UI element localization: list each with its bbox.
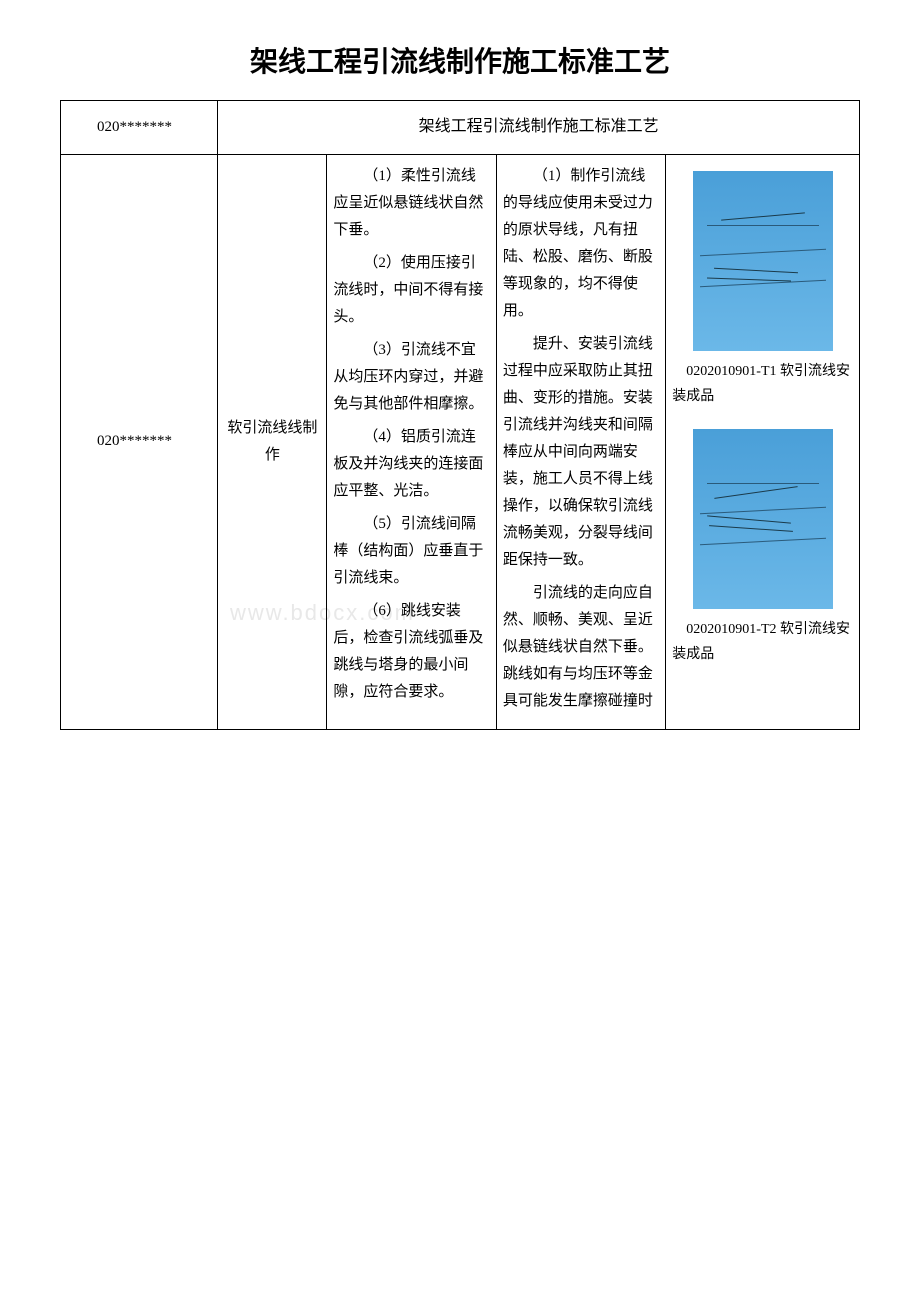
installation-photo-1 [693,171,833,351]
table-row: 020******* 软引流线线制作 （1）柔性引流线应呈近似悬链线状自然下垂。… [61,154,860,729]
installation-photo-2 [693,429,833,609]
row-image-cell: 0202010901-T1 软引流线安装成品 0202010901-T2 软引流… [666,154,860,729]
spec-item: （1）柔性引流线应呈近似悬链线状自然下垂。 [333,163,489,244]
row-code-cell: 020******* [61,154,218,729]
header-code-cell: 020******* [61,101,218,155]
note-item: （1）制作引流线的导线应使用未受过力的原状导线，凡有扭陆、松股、磨伤、断股等现象… [503,163,659,325]
spec-item: （4）铝质引流连板及并沟线夹的连接面应平整、光洁。 [333,424,489,505]
header-title-cell: 架线工程引流线制作施工标准工艺 [218,101,860,155]
table-header-row: 020******* 架线工程引流线制作施工标准工艺 [61,101,860,155]
row-notes-cell: （1）制作引流线的导线应使用未受过力的原状导线，凡有扭陆、松股、磨伤、断股等现象… [496,154,665,729]
spec-item: （5）引流线间隔棒（结构面）应垂直于引流线束。 [333,511,489,592]
image-caption: 0202010901-T1 软引流线安装成品 [672,359,853,409]
page-title: 架线工程引流线制作施工标准工艺 [60,40,860,80]
row-name-cell: 软引流线线制作 [218,154,327,729]
image-caption: 0202010901-T2 软引流线安装成品 [672,617,853,667]
note-item: 提升、安装引流线过程中应采取防止其扭曲、变形的措施。安装引流线并沟线夹和间隔棒应… [503,331,659,574]
standard-process-table: 020******* 架线工程引流线制作施工标准工艺 020******* 软引… [60,100,860,730]
spec-item: （3）引流线不宜从均压环内穿过，并避免与其他部件相摩擦。 [333,337,489,418]
spec-item: （6）跳线安装后，检查引流线弧垂及跳线与塔身的最小间隙，应符合要求。 [333,598,489,706]
row-spec-cell: （1）柔性引流线应呈近似悬链线状自然下垂。 （2）使用压接引流线时，中间不得有接… [327,154,496,729]
spec-item: （2）使用压接引流线时，中间不得有接头。 [333,250,489,331]
note-item: 引流线的走向应自然、顺畅、美观、呈近似悬链线状自然下垂。跳线如有与均压环等金具可… [503,580,659,715]
